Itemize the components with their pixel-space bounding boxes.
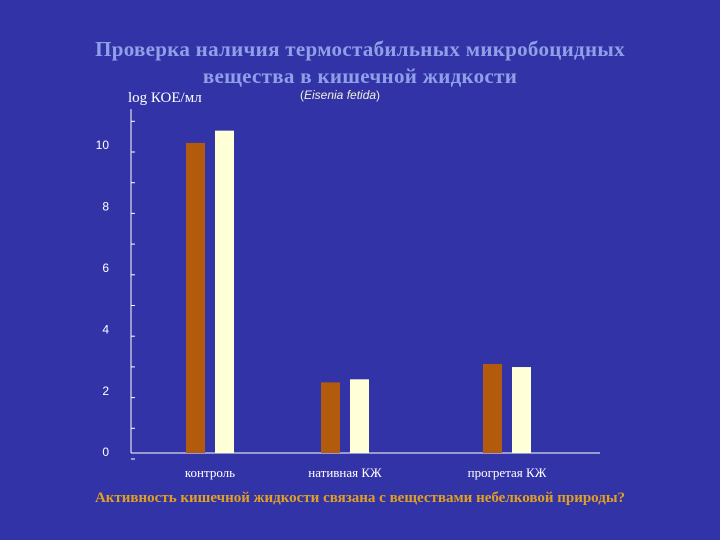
subtitle-species: Eisenia fetida <box>304 88 377 102</box>
title-line-1: Проверка наличия термостабильных микробо… <box>95 37 625 61</box>
y-tick-label: 10 <box>96 138 110 152</box>
bar <box>321 382 340 453</box>
x-category-label: прогретая КЖ <box>468 465 547 480</box>
x-category-label: нативная КЖ <box>308 465 382 480</box>
y-tick-label: 6 <box>102 261 109 275</box>
y-axis-label: log КОЕ/мл <box>128 90 202 106</box>
title-line-2: вещества в кишечной жидкости <box>202 64 518 88</box>
y-tick-label: 8 <box>102 200 109 214</box>
y-tick-label: 0 <box>102 445 109 459</box>
bar <box>350 379 369 453</box>
bar <box>483 363 502 453</box>
y-tick-label: 4 <box>102 322 109 336</box>
chart-subtitle: (Eisenia fetida) <box>300 88 380 102</box>
slide-footer: Активность кишечной жидкости связана с в… <box>94 490 626 506</box>
bar <box>512 367 531 453</box>
slide-title: Проверка наличия термостабильных микробо… <box>0 36 720 90</box>
x-category-label: контроль <box>185 465 235 480</box>
bar <box>186 142 205 453</box>
y-tick-label: 2 <box>102 384 109 398</box>
bar <box>215 130 234 453</box>
subtitle-open: ( <box>300 88 304 102</box>
subtitle-close: ) <box>376 88 381 102</box>
